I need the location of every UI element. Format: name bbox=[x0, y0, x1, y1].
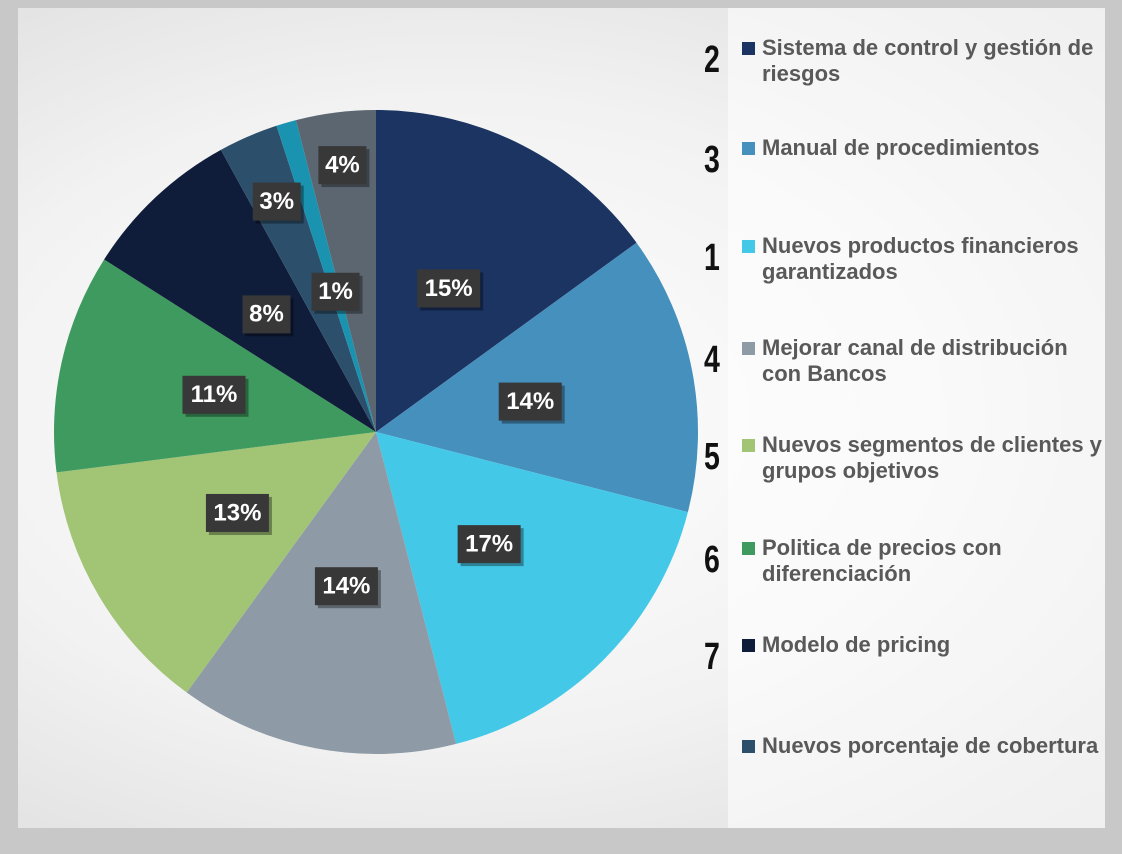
rank-number: 5 bbox=[704, 436, 720, 478]
rank-number: 7 bbox=[704, 636, 720, 678]
label-box bbox=[457, 525, 521, 564]
data-label: 14% bbox=[322, 573, 370, 600]
legend-label: Nuevos porcentaje de cobertura bbox=[762, 733, 1099, 758]
pie-slice bbox=[56, 432, 377, 693]
label-box bbox=[182, 375, 246, 414]
pie-slice bbox=[376, 110, 637, 432]
rank-number: 1 bbox=[704, 237, 720, 279]
legend-swatch bbox=[742, 240, 755, 253]
pie-slice bbox=[54, 259, 376, 473]
legend-label: Modelo de pricing bbox=[762, 632, 951, 657]
legend-label: Nuevos productos financieros garantizado… bbox=[762, 233, 1079, 284]
label-box bbox=[242, 295, 291, 334]
data-label: 1% bbox=[318, 278, 353, 305]
rank-number: 6 bbox=[704, 539, 720, 581]
legend-label: Sistema de control y gestión de riesgos bbox=[762, 35, 1094, 86]
rank-number: 2 bbox=[704, 39, 720, 81]
legend-swatch bbox=[742, 342, 755, 355]
pie-slice bbox=[295, 110, 376, 432]
label-box bbox=[498, 382, 562, 421]
data-label: 11% bbox=[191, 381, 238, 408]
data-label: 3% bbox=[259, 188, 294, 215]
legend-label: Mejorar canal de distribución con Bancos bbox=[762, 335, 1068, 386]
rank-number: 4 bbox=[704, 339, 720, 381]
rank-number: 3 bbox=[704, 139, 720, 181]
data-label: 15% bbox=[425, 275, 473, 302]
legend-label: Politica de precios con diferenciación bbox=[762, 535, 1002, 586]
data-label: 13% bbox=[213, 499, 261, 526]
data-label: 8% bbox=[249, 301, 284, 328]
legend-swatch bbox=[742, 439, 755, 452]
label-box bbox=[311, 272, 360, 311]
pie-slice bbox=[376, 242, 698, 513]
label-box bbox=[252, 182, 301, 221]
pie-slice bbox=[104, 149, 377, 432]
legend-label: Manual de procedimientos bbox=[762, 135, 1040, 160]
legend-label: Nuevos segmentos de clientes y grupos ob… bbox=[762, 432, 1102, 483]
data-label: 14% bbox=[506, 388, 554, 415]
legend-panel bbox=[728, 8, 1105, 828]
label-box bbox=[318, 146, 367, 185]
legend-swatch bbox=[742, 542, 755, 555]
label-box bbox=[205, 493, 269, 532]
data-label: 4% bbox=[325, 151, 360, 178]
pie-slice bbox=[376, 432, 688, 744]
label-box bbox=[417, 269, 481, 308]
legend-swatch bbox=[742, 142, 755, 155]
label-box bbox=[314, 567, 378, 606]
legend-swatch bbox=[742, 639, 755, 652]
legend-swatch bbox=[742, 42, 755, 55]
legend-swatch bbox=[742, 740, 755, 753]
data-label: 17% bbox=[465, 530, 513, 557]
